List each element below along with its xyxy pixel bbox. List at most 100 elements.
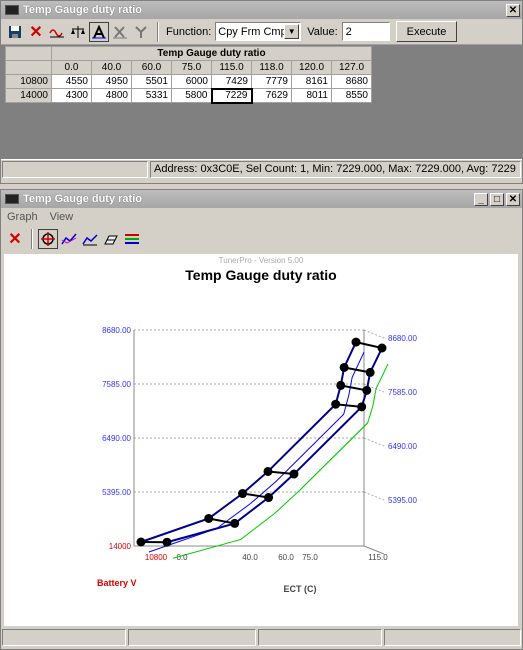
data-point xyxy=(351,337,361,347)
save-icon[interactable] xyxy=(5,22,25,42)
column-header[interactable]: 75.0 xyxy=(171,60,212,75)
column-header[interactable]: 127.0 xyxy=(331,60,372,75)
graph-plot-area[interactable]: TunerPro - Version 5.00 Temp Gauge duty r… xyxy=(4,254,518,626)
legend-color-icon[interactable] xyxy=(122,229,142,249)
z-tick-label-right: 6490.00 xyxy=(388,442,417,451)
data-point xyxy=(136,537,146,547)
z-tick-label-base: 14000 xyxy=(109,542,132,551)
close-icon[interactable]: ✕ xyxy=(29,23,43,41)
table-window-icon xyxy=(5,5,19,15)
data-point xyxy=(264,493,274,503)
table-window-close-button[interactable]: ✕ xyxy=(506,3,520,17)
table-corner xyxy=(5,60,52,75)
selected-table-cell[interactable]: 7229 xyxy=(210,87,253,104)
graph-menubar: Graph View xyxy=(1,208,522,226)
graph-toolbar: ✕ xyxy=(1,226,522,252)
table-cell[interactable]: 5501 xyxy=(131,74,172,89)
table-cell[interactable]: 5331 xyxy=(131,88,172,103)
axis-a-icon[interactable] xyxy=(89,21,109,42)
floor-line xyxy=(172,363,389,559)
watermark-text: TunerPro - Version 5.00 xyxy=(219,256,304,265)
table-cell[interactable]: 8011 xyxy=(291,88,332,103)
z-tick-label-right: 7585.00 xyxy=(388,388,417,397)
floor-line xyxy=(299,422,369,491)
depth-axis-label: Battery V xyxy=(97,578,137,588)
table-cell[interactable]: 7429 xyxy=(211,74,252,89)
depth-tick-label: 10800 xyxy=(145,553,168,562)
line-graph-icon[interactable] xyxy=(59,229,79,249)
chevron-down-icon[interactable]: ▼ xyxy=(284,24,300,39)
data-point xyxy=(162,537,172,547)
column-header[interactable]: 115.0 xyxy=(211,60,252,75)
menu-view[interactable]: View xyxy=(49,211,74,223)
data-point xyxy=(230,518,240,528)
function-select[interactable]: Cpy Frm Cmpr ▼ xyxy=(215,22,302,41)
graph-window-titlebar[interactable]: Temp Gauge duty ratio _ □ ✕ xyxy=(1,190,522,208)
table-cell[interactable]: 5800 xyxy=(171,88,212,103)
table-cell[interactable]: 8550 xyxy=(331,88,372,103)
table-cell[interactable]: 4300 xyxy=(51,88,92,103)
column-header[interactable]: 40.0 xyxy=(91,60,132,75)
graph-window-icon xyxy=(5,194,19,204)
z-tick-label-left: 6490.00 xyxy=(102,434,131,443)
move-crosshair-icon[interactable] xyxy=(38,229,58,249)
toolbar-separator xyxy=(157,21,159,42)
data-point xyxy=(263,466,273,476)
grid-line xyxy=(363,437,385,447)
x-axis-label: ECT (C) xyxy=(284,584,317,594)
value-label: Value: xyxy=(307,25,338,38)
table-cell[interactable]: 4800 xyxy=(91,88,132,103)
x-tick-label: 60.0 xyxy=(278,553,294,562)
depth-axis xyxy=(363,545,385,555)
value-input[interactable]: 2 xyxy=(341,22,390,41)
function-select-value: Cpy Frm Cmpr xyxy=(218,25,291,38)
z-tick-label-left: 7585.00 xyxy=(102,380,131,389)
status-panel xyxy=(128,629,256,646)
graph-window-close-button[interactable]: ✕ xyxy=(506,192,520,206)
column-header[interactable]: 120.0 xyxy=(291,60,332,75)
status-panel xyxy=(258,629,382,646)
table-cell[interactable]: 8161 xyxy=(291,74,332,89)
table-window-titlebar[interactable]: Temp Gauge duty ratio ✕ xyxy=(1,1,522,19)
axis-y-icon[interactable] xyxy=(131,22,151,42)
grid-line xyxy=(363,491,385,501)
balance-scale-icon[interactable] xyxy=(68,22,88,42)
table-row: 14000 4300 4800 5331 5800 7229 7629 8011… xyxy=(5,87,372,104)
close-icon[interactable]: ✕ xyxy=(8,231,22,248)
table-grid-area: Temp Gauge duty ratio 0.0 40.0 60.0 75.0… xyxy=(1,45,522,159)
x-tick-label: 75.0 xyxy=(302,553,318,562)
table-cell[interactable]: 6000 xyxy=(171,74,212,89)
z-tick-label-left: 8680.00 xyxy=(102,326,131,335)
execute-button[interactable]: Execute xyxy=(395,21,458,42)
menu-graph[interactable]: Graph xyxy=(7,211,38,223)
table-cell[interactable]: 4550 xyxy=(51,74,92,89)
data-point xyxy=(362,385,372,395)
column-header[interactable]: 60.0 xyxy=(131,60,172,75)
surface-chart: TunerPro - Version 5.00 Temp Gauge duty r… xyxy=(97,256,417,594)
column-header[interactable]: 118.0 xyxy=(251,60,292,75)
axis-x-icon[interactable] xyxy=(110,22,130,42)
table-window: Temp Gauge duty ratio ✕ ✕ Function: Cpy … xyxy=(0,0,523,184)
table-cell[interactable]: 8680 xyxy=(331,74,372,89)
maximize-button[interactable]: □ xyxy=(490,192,504,206)
data-point xyxy=(204,513,214,523)
area-graph-icon[interactable] xyxy=(80,229,100,249)
minimize-button[interactable]: _ xyxy=(474,192,488,206)
data-table: Temp Gauge duty ratio 0.0 40.0 60.0 75.0… xyxy=(5,46,372,104)
row-header[interactable]: 14000 xyxy=(5,88,52,103)
x-tick-label: 40.0 xyxy=(242,553,258,562)
data-point xyxy=(238,489,248,499)
x-tick-label: 0.0 xyxy=(176,553,188,562)
data-point xyxy=(339,362,349,372)
column-header[interactable]: 0.0 xyxy=(51,60,92,75)
wave-compare-icon[interactable] xyxy=(47,22,67,42)
table-cell[interactable]: 7629 xyxy=(251,88,292,103)
table-cell[interactable]: 4950 xyxy=(91,74,132,89)
surface-graph-icon[interactable] xyxy=(101,229,121,249)
row-header[interactable]: 10800 xyxy=(5,74,52,89)
table-cell[interactable]: 7779 xyxy=(251,74,292,89)
status-text: Address: 0x3C0E, Sel Count: 1, Min: 7229… xyxy=(150,161,521,178)
table-row: 10800 4550 4950 5501 6000 7429 7779 8161… xyxy=(5,74,372,89)
status-panel xyxy=(384,629,521,646)
grid-line xyxy=(363,383,385,393)
